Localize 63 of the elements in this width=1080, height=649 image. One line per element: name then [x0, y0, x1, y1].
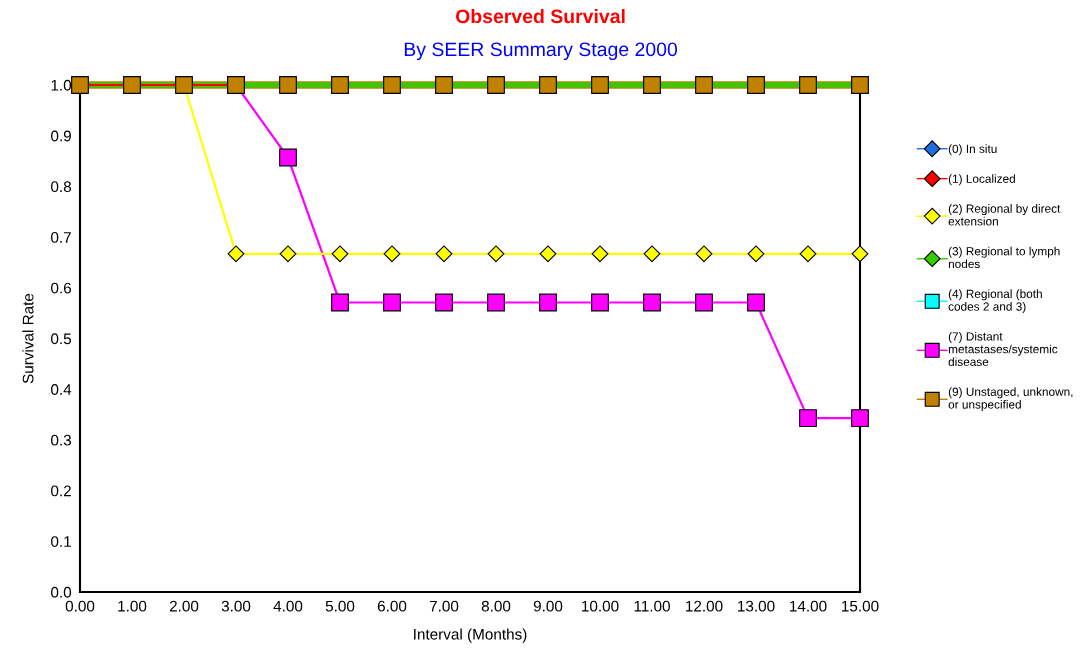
- legend-label: (1) Localized: [948, 174, 1015, 186]
- point: [435, 245, 453, 263]
- x-tick-label: 13.00: [738, 600, 775, 612]
- point: [383, 245, 401, 263]
- point: [331, 293, 349, 312]
- y-tick-label: 0.2: [51, 485, 71, 497]
- point: [227, 245, 245, 263]
- x-tick-label: 6.00: [377, 600, 407, 612]
- x-tick-label: 11.00: [634, 600, 670, 612]
- y-tick-label: 0.5: [51, 333, 72, 345]
- point: [383, 293, 401, 312]
- y-tick-label: 0.3: [51, 434, 71, 446]
- legend-label: (4) Regional (both codes 2 and 3): [948, 289, 1042, 314]
- point: [851, 409, 869, 427]
- point: [643, 293, 661, 312]
- x-tick-label: 10.00: [582, 600, 619, 612]
- legend-label: (7) Distant metastases/systemic disease: [948, 331, 1058, 367]
- point: [331, 245, 349, 263]
- x-tick-label: 0.00: [65, 600, 95, 612]
- x-tick-label: 2.00: [169, 600, 199, 612]
- legend-label: (9) Unstaged, unknown, or unspecified: [948, 387, 1073, 411]
- y-tick-label: 0.7: [51, 231, 71, 243]
- point: [695, 245, 713, 263]
- x-tick-label: 15.00: [842, 600, 879, 612]
- chart-title: Observed Survival: [455, 8, 625, 24]
- x-tick-label: 1.00: [118, 600, 147, 612]
- point: [799, 245, 817, 263]
- x-tick-label: 3.00: [221, 600, 251, 612]
- x-axis-title: Interval (Months): [414, 628, 527, 643]
- point: [747, 245, 765, 263]
- y-tick-label: 0.9: [51, 130, 71, 142]
- point: [279, 245, 297, 263]
- x-tick-label: 14.00: [790, 600, 827, 612]
- point: [539, 293, 557, 312]
- legend-label: (3) Regional to lymph nodes: [948, 246, 1060, 269]
- y-tick-label: 0.1: [51, 536, 71, 547]
- point: [487, 245, 505, 263]
- legend-label: (2) Regional by direct extension: [948, 204, 1061, 226]
- y-axis-title: Survival Rate: [22, 293, 34, 384]
- x-tick-label: 9.00: [533, 600, 563, 612]
- legend-label: (0) In situ: [948, 144, 997, 156]
- point: [799, 409, 817, 427]
- x-tick-label: 7.00: [429, 600, 459, 612]
- x-tick-label: 4.00: [273, 600, 303, 612]
- chart-subtitle: By SEER Summary Stage 2000: [404, 42, 678, 61]
- point: [695, 293, 713, 312]
- y-tick-label: 0.6: [51, 282, 71, 294]
- point: [539, 245, 557, 263]
- point: [591, 245, 609, 263]
- y-tick-label: 1.0: [51, 79, 72, 91]
- y-tick-label: 0.4: [51, 384, 72, 395]
- point: [487, 293, 505, 312]
- point: [643, 245, 661, 263]
- point: [591, 293, 609, 312]
- x-tick-label: 8.00: [481, 600, 511, 612]
- y-tick-label: 0.8: [51, 181, 71, 193]
- point: [747, 293, 765, 312]
- point: [851, 245, 869, 263]
- x-tick-label: 12.00: [686, 600, 723, 612]
- x-tick-label: 5.00: [325, 600, 355, 612]
- y-tick-label: 0.0: [51, 586, 72, 598]
- point: [279, 148, 297, 167]
- point: [435, 293, 453, 312]
